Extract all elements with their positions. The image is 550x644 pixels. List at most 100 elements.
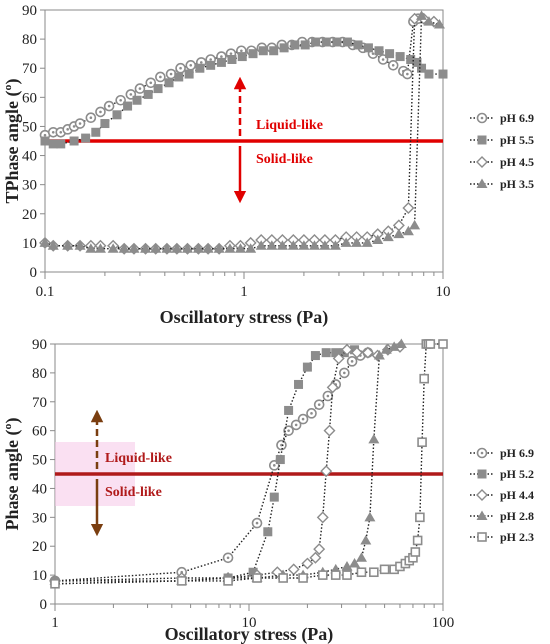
legend-item: pH 4.5 <box>470 155 534 169</box>
data-point <box>341 343 353 356</box>
data-point <box>62 240 74 250</box>
data-point <box>81 133 91 143</box>
data-point <box>302 362 312 372</box>
data-point-center <box>129 93 133 96</box>
data-point <box>213 243 225 253</box>
data-point <box>363 43 373 53</box>
liquid-like-label: Liquid-like <box>256 118 323 133</box>
data-point <box>369 567 379 578</box>
legend-label: pH 4.5 <box>500 155 534 169</box>
data-point <box>287 563 300 576</box>
y-tick-label: 90 <box>32 337 47 353</box>
data-point <box>50 578 60 589</box>
data-point-center <box>343 371 346 375</box>
y-tick-label: 80 <box>32 366 47 382</box>
legend-label: pH 5.5 <box>500 133 534 147</box>
data-point <box>237 52 247 62</box>
data-point-center <box>119 98 122 102</box>
data-point <box>39 237 51 247</box>
data-point <box>321 37 331 47</box>
data-point-center <box>169 72 173 76</box>
chart-2: 0 10 20 30 40 50 60 70 80 90 1 10 100 Oscillatory str… <box>2 337 534 644</box>
data-point <box>263 527 273 537</box>
data-point <box>294 379 304 389</box>
data-point <box>223 576 233 586</box>
data-point-center <box>43 133 47 137</box>
data-point <box>409 219 421 230</box>
data-point <box>477 532 487 542</box>
data-point <box>269 492 279 502</box>
y-axis-title: Phase angle (º) <box>2 418 23 531</box>
data-point <box>416 10 428 20</box>
data-point <box>308 240 320 250</box>
data-point <box>372 234 384 244</box>
legend-item: pH 6.9 <box>470 446 534 460</box>
legend-item: pH 2.8 <box>470 509 534 523</box>
series-pH-5.5 <box>40 37 448 149</box>
legend-label: pH 3.5 <box>500 177 534 191</box>
data-point <box>438 69 448 79</box>
data-point <box>477 135 487 145</box>
data-point <box>395 52 405 62</box>
data-point <box>353 40 363 50</box>
data-point <box>321 348 331 358</box>
x-tick-label: 10 <box>436 284 451 300</box>
data-point <box>206 60 216 70</box>
data-point <box>310 351 320 361</box>
data-point <box>419 373 429 384</box>
data-point <box>350 346 363 359</box>
data-point-center <box>209 58 212 61</box>
data-point-center <box>371 52 375 55</box>
data-point <box>379 564 390 575</box>
legend-item: pH 5.2 <box>470 467 534 481</box>
data-point-center <box>72 125 76 128</box>
data-point <box>351 237 363 247</box>
x-tick-label: 100 <box>432 615 455 631</box>
data-point <box>373 350 385 360</box>
data-point <box>412 57 422 67</box>
data-point <box>319 240 331 250</box>
y-tick-label: 40 <box>22 149 37 165</box>
data-point <box>342 37 352 47</box>
data-point-center <box>381 58 385 61</box>
data-point <box>140 243 152 253</box>
x-axis-title: Oscillatory stress (Pa) <box>165 624 334 644</box>
data-point <box>216 57 226 67</box>
data-point <box>332 37 342 47</box>
data-point <box>275 455 285 465</box>
series-line <box>44 18 419 136</box>
y-tick-label: 30 <box>32 510 47 526</box>
data-point <box>402 201 415 214</box>
data-point <box>266 240 278 250</box>
data-point-center <box>406 72 409 76</box>
legend-label: pH 2.3 <box>500 530 534 544</box>
legend-label: pH 5.2 <box>500 467 534 481</box>
legend-label: pH 6.9 <box>500 446 534 460</box>
data-point-center <box>480 116 484 120</box>
data-point <box>118 243 130 253</box>
data-point <box>85 243 97 253</box>
data-point <box>476 510 488 520</box>
series-line <box>44 41 443 145</box>
data-point-center <box>310 412 313 415</box>
chart-1: 0 10 20 30 40 50 60 70 80 90 0.1 1 10 Oscillatory str… <box>2 3 534 328</box>
data-point-center <box>255 521 259 525</box>
x-tick-label: 0.1 <box>36 284 55 300</box>
data-point <box>355 552 367 562</box>
data-point <box>176 576 187 586</box>
data-point <box>248 49 258 59</box>
data-point-center <box>220 55 223 58</box>
y-tick-label: 20 <box>32 539 47 555</box>
y-tick-label: 40 <box>32 481 47 497</box>
data-point <box>132 95 142 105</box>
series-pH-6.9 <box>39 13 424 141</box>
data-point-center <box>99 110 102 114</box>
data-point <box>290 40 300 50</box>
data-point <box>360 534 372 545</box>
solid-like-label: Solid-like <box>256 152 313 167</box>
data-point <box>349 558 361 568</box>
data-point <box>342 570 352 580</box>
data-point <box>361 346 374 359</box>
data-point <box>255 240 267 250</box>
